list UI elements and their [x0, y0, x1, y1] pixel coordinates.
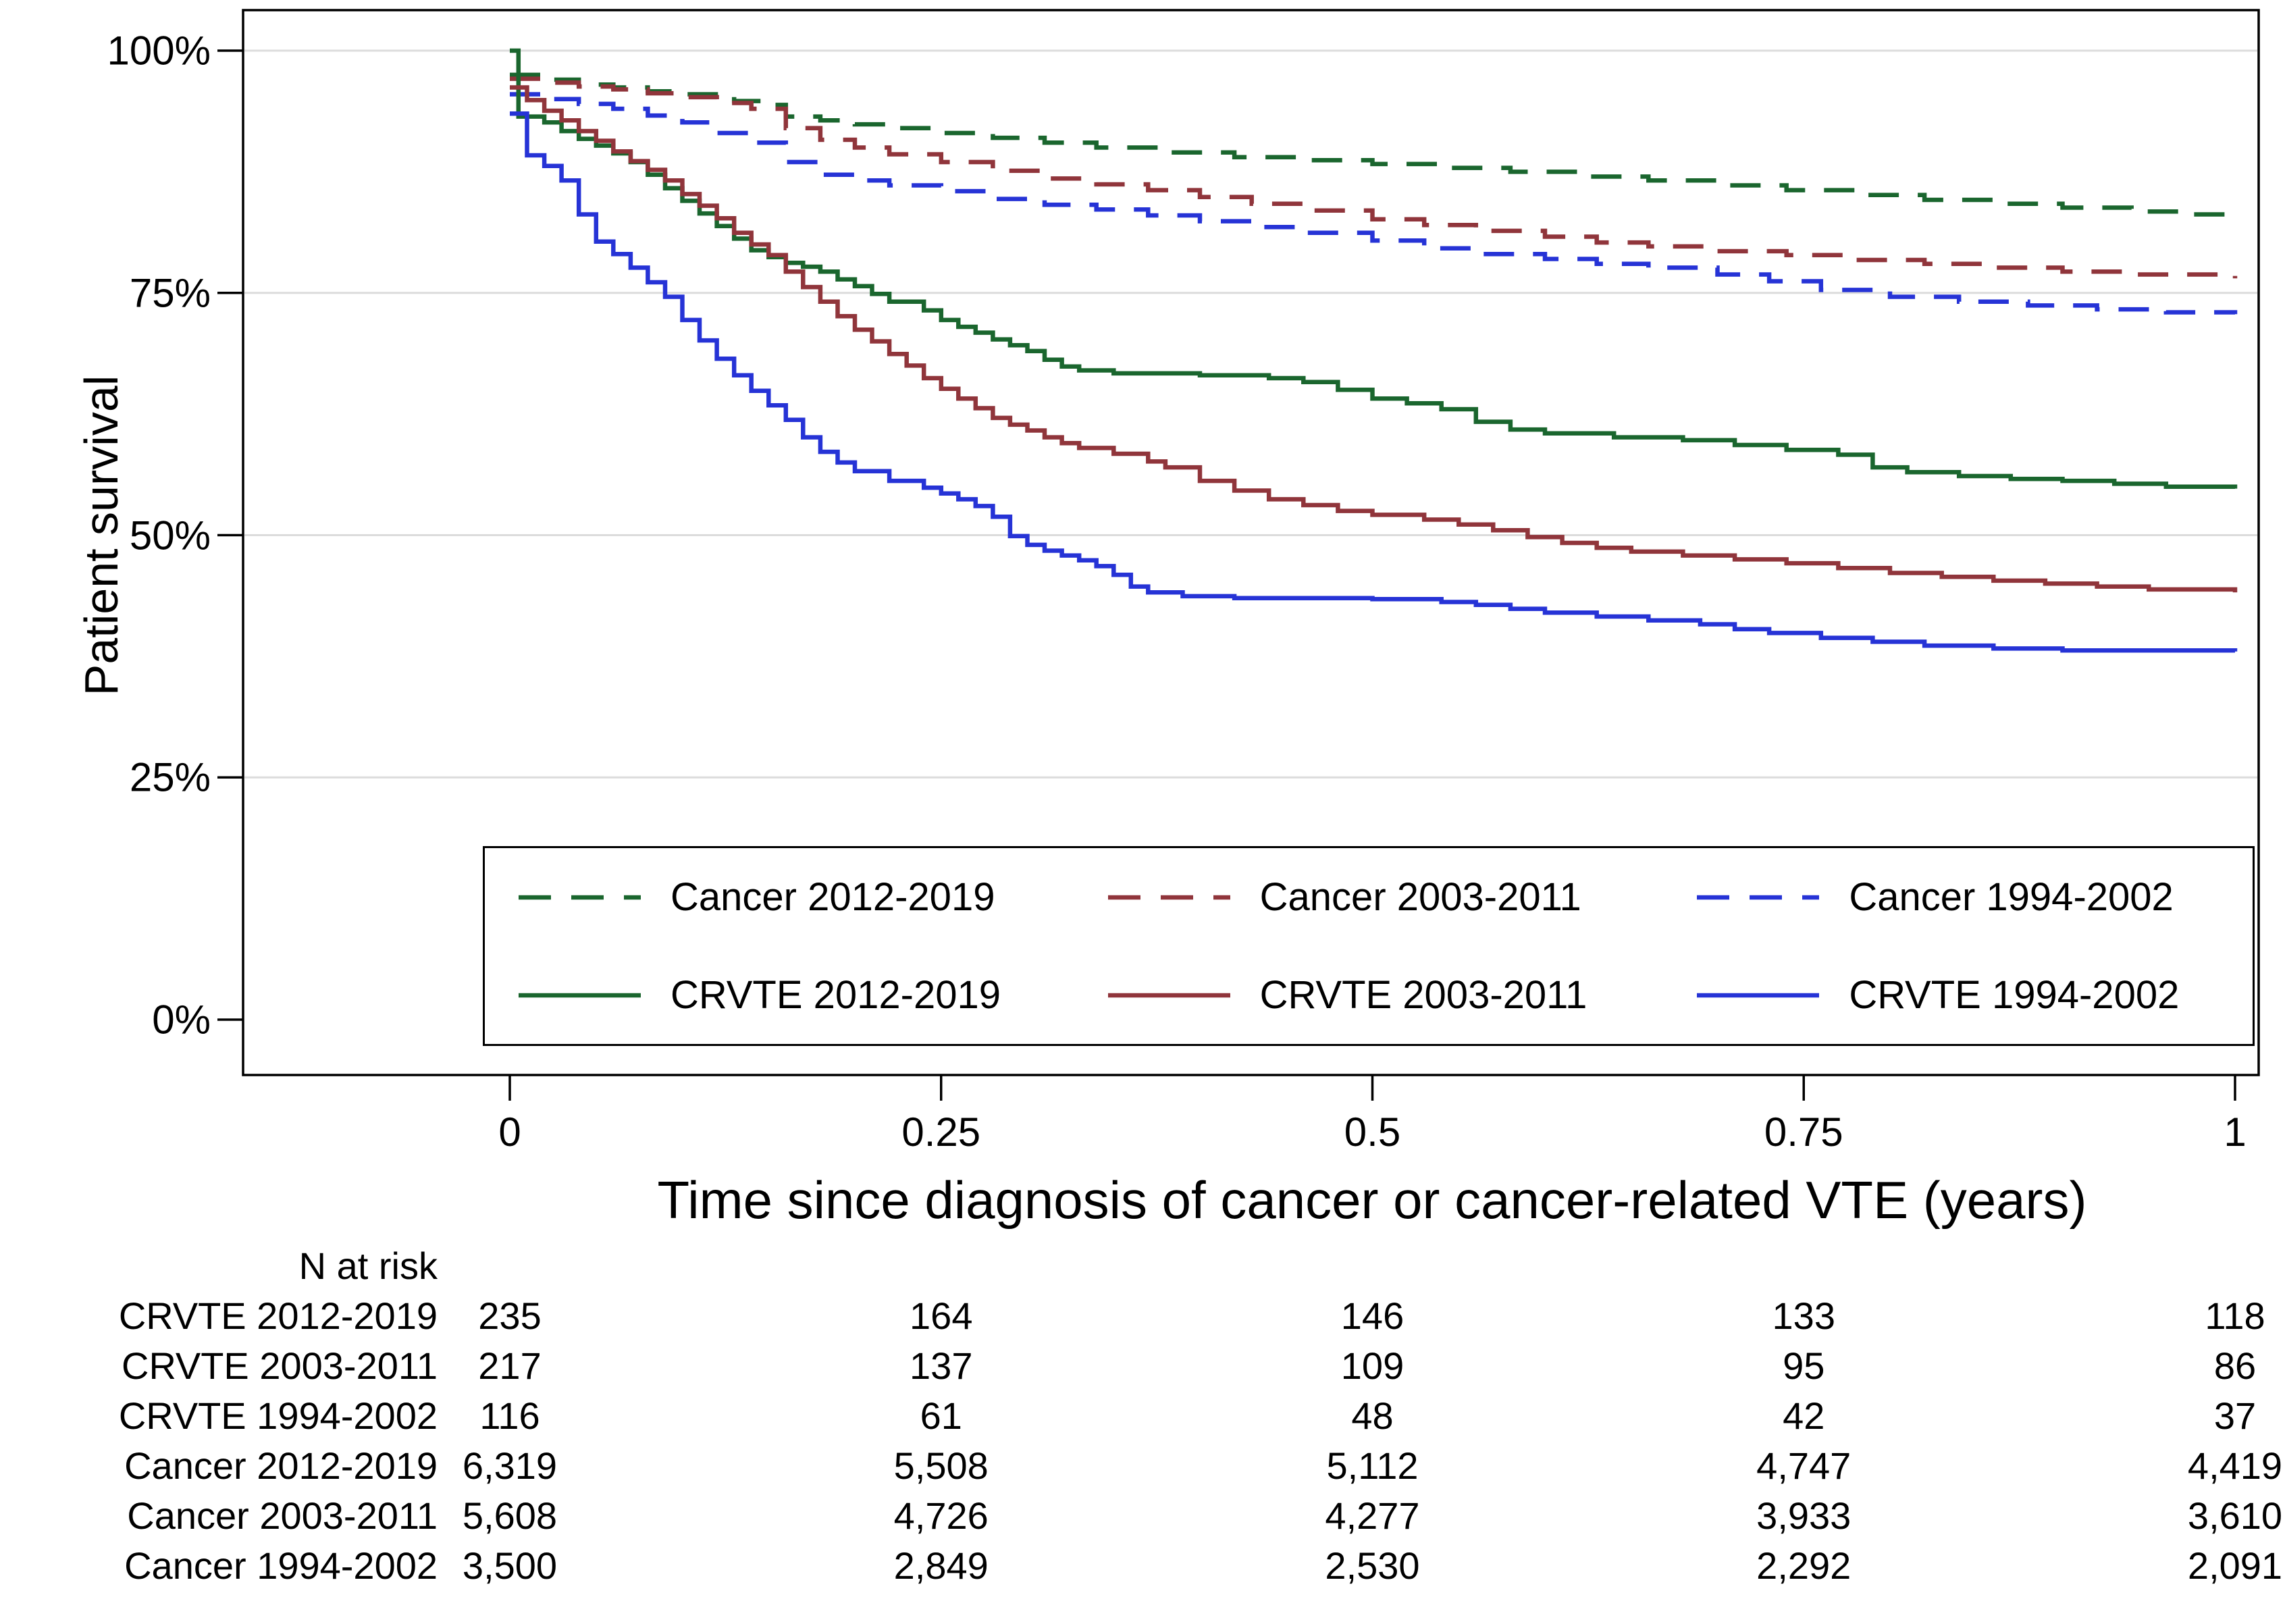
- risk-count: 4,277: [1325, 1494, 1420, 1537]
- y-tick-label: 100%: [107, 28, 211, 74]
- curve-crvte-2012-2019: [510, 48, 2238, 489]
- risk-count: 235: [478, 1294, 542, 1337]
- risk-count: 116: [479, 1394, 540, 1437]
- y-axis-tick-labels: 0% 25% 50% 75% 100%: [0, 0, 211, 1624]
- risk-count: 4,419: [2187, 1444, 2283, 1487]
- legend-item-cancer-2003-2011: Cancer 2003-2011: [1074, 874, 1664, 920]
- plot-border: [242, 9, 2260, 1076]
- risk-count: 48: [1351, 1394, 1394, 1437]
- risk-count: 6,319: [462, 1444, 558, 1487]
- dashed-line-icon: [1107, 895, 1230, 899]
- risk-count: 2,530: [1325, 1544, 1420, 1587]
- risk-count: 42: [1783, 1394, 1825, 1437]
- y-tick-label: 0%: [152, 997, 211, 1043]
- risk-count: 61: [920, 1394, 962, 1437]
- risk-count: 2,292: [1756, 1544, 1851, 1587]
- risk-count: 5,508: [893, 1444, 989, 1487]
- x-tick-label: 0.75: [1764, 1109, 1843, 1155]
- risk-row-crvte-1994-2002: CRVTE 1994-2002 116 61 48 42 37: [0, 1394, 2285, 1444]
- risk-count: 4,747: [1756, 1444, 1851, 1487]
- risk-count: 5,608: [462, 1494, 558, 1537]
- legend-label: Cancer 2003-2011: [1259, 875, 1581, 919]
- risk-row-cancer-2003-2011: Cancer 2003-2011 5,608 4,726 4,277 3,933 3,61…: [0, 1494, 2285, 1544]
- risk-row-crvte-2012-2019: CRVTE 2012-2019 235 164 146 133 118: [0, 1294, 2285, 1344]
- risk-row-label: Cancer 1994-2002: [124, 1544, 438, 1587]
- risk-row-label: CRVTE 2012-2019: [118, 1294, 438, 1337]
- risk-count: 37: [2213, 1394, 2257, 1437]
- axis-ticks: [217, 49, 2236, 1101]
- gridlines: [244, 49, 2257, 779]
- solid-line-icon: [519, 993, 641, 997]
- risk-count: 137: [910, 1344, 973, 1387]
- y-tick-label: 50%: [129, 513, 211, 558]
- x-tick-label: 0: [498, 1109, 521, 1155]
- risk-count: 3,610: [2187, 1494, 2283, 1537]
- risk-count: 164: [910, 1294, 973, 1337]
- curve-cancer-2012-2019: [510, 72, 2238, 217]
- dashed-line-icon: [519, 895, 641, 899]
- legend-label: CRVTE 2012-2019: [671, 973, 1001, 1017]
- risk-row-cancer-1994-2002: Cancer 1994-2002 3,500 2,849 2,530 2,292 2,09…: [0, 1544, 2285, 1594]
- risk-row-label: Cancer 2012-2019: [124, 1444, 438, 1487]
- legend-item-crvte-2012-2019: CRVTE 2012-2019: [485, 972, 1074, 1018]
- risk-count: 2,849: [893, 1544, 989, 1587]
- risk-count: 4,726: [893, 1494, 989, 1537]
- risk-row-label: CRVTE 1994-2002: [118, 1394, 438, 1437]
- curve-crvte-2003-2011: [510, 85, 2238, 593]
- risk-count: 217: [478, 1344, 542, 1387]
- legend: Cancer 2012-2019 Cancer 2003-2011 Cancer 1…: [483, 846, 2255, 1046]
- risk-count: 2,091: [2187, 1544, 2283, 1587]
- x-tick-label: 0.25: [901, 1109, 981, 1155]
- risk-table-title: N at risk: [298, 1245, 438, 1287]
- dashed-line-icon: [1697, 895, 1820, 899]
- risk-count: 86: [2213, 1344, 2257, 1387]
- x-axis-title: Time since diagnosis of cancer or cancer…: [657, 1170, 2087, 1230]
- solid-line-icon: [1697, 993, 1820, 997]
- solid-line-icon: [1107, 993, 1230, 997]
- legend-item-crvte-1994-2002: CRVTE 1994-2002: [1663, 972, 2253, 1018]
- risk-row-label: CRVTE 2003-2011: [122, 1344, 438, 1387]
- curve-cancer-1994-2002: [510, 92, 2238, 315]
- legend-label: Cancer 2012-2019: [671, 875, 995, 919]
- risk-count: 146: [1340, 1294, 1404, 1337]
- risk-row-label: Cancer 2003-2011: [127, 1494, 438, 1537]
- curve-crvte-1994-2002: [510, 111, 2238, 653]
- x-tick-label: 0.5: [1344, 1109, 1401, 1155]
- risk-row-cancer-2012-2019: Cancer 2012-2019 6,319 5,508 5,112 4,747 4,41…: [0, 1444, 2285, 1494]
- legend-item-cancer-1994-2002: Cancer 1994-2002: [1663, 874, 2253, 920]
- curve-cancer-2003-2011: [510, 76, 2238, 279]
- legend-item-crvte-2003-2011: CRVTE 2003-2011: [1074, 972, 1664, 1018]
- legend-item-cancer-2012-2019: Cancer 2012-2019: [485, 874, 1074, 920]
- legend-label: Cancer 1994-2002: [1849, 875, 2174, 919]
- risk-count: 5,112: [1326, 1444, 1419, 1487]
- y-tick-label: 25%: [129, 754, 211, 800]
- legend-label: CRVTE 1994-2002: [1849, 973, 2180, 1017]
- risk-count: 133: [1772, 1294, 1835, 1337]
- risk-count: 3,933: [1756, 1494, 1851, 1537]
- risk-count: 118: [2205, 1294, 2265, 1337]
- risk-count: 95: [1783, 1344, 1825, 1387]
- risk-count: 3,500: [462, 1544, 558, 1587]
- x-tick-label: 1: [2224, 1109, 2247, 1155]
- legend-label: CRVTE 2003-2011: [1259, 973, 1587, 1017]
- survival-curves: [510, 48, 2238, 653]
- risk-count: 109: [1340, 1344, 1404, 1387]
- y-tick-label: 75%: [129, 270, 211, 316]
- risk-row-crvte-2003-2011: CRVTE 2003-2011 217 137 109 95 86: [0, 1344, 2285, 1394]
